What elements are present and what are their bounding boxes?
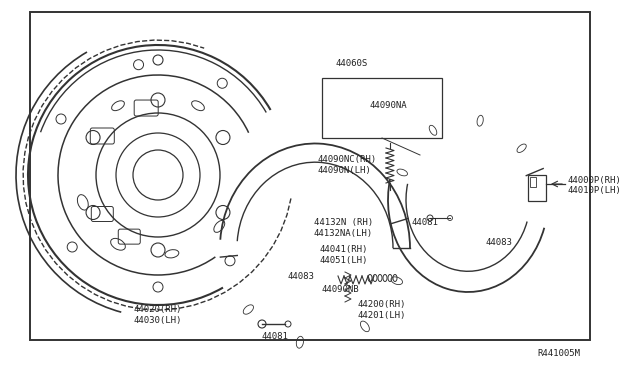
Text: 44081: 44081 xyxy=(262,332,289,341)
Text: 44081: 44081 xyxy=(412,218,439,227)
Bar xyxy=(30,12,590,340)
Text: R441005M: R441005M xyxy=(537,349,580,358)
Text: 44132NA(LH): 44132NA(LH) xyxy=(314,229,373,238)
Text: 44051(LH): 44051(LH) xyxy=(320,256,369,265)
Text: 44200(RH): 44200(RH) xyxy=(358,300,406,309)
Text: 44060S: 44060S xyxy=(336,59,368,68)
Bar xyxy=(530,177,536,187)
Text: 44132N (RH): 44132N (RH) xyxy=(314,218,373,227)
Text: 44090NB: 44090NB xyxy=(322,285,360,294)
Text: 44010P(LH): 44010P(LH) xyxy=(568,186,621,196)
Text: 44201(LH): 44201(LH) xyxy=(358,311,406,320)
Text: 44090N(LH): 44090N(LH) xyxy=(318,166,372,175)
Text: 44000P(RH): 44000P(RH) xyxy=(568,176,621,185)
Text: 44083: 44083 xyxy=(288,272,315,281)
Bar xyxy=(528,175,546,201)
Text: 44090NA: 44090NA xyxy=(370,101,408,110)
Text: 44020(RH): 44020(RH) xyxy=(133,305,181,314)
Text: 44090NC(RH): 44090NC(RH) xyxy=(318,155,377,164)
Text: 44083: 44083 xyxy=(486,238,513,247)
Text: 44041(RH): 44041(RH) xyxy=(320,245,369,254)
Text: 44030(LH): 44030(LH) xyxy=(133,316,181,325)
